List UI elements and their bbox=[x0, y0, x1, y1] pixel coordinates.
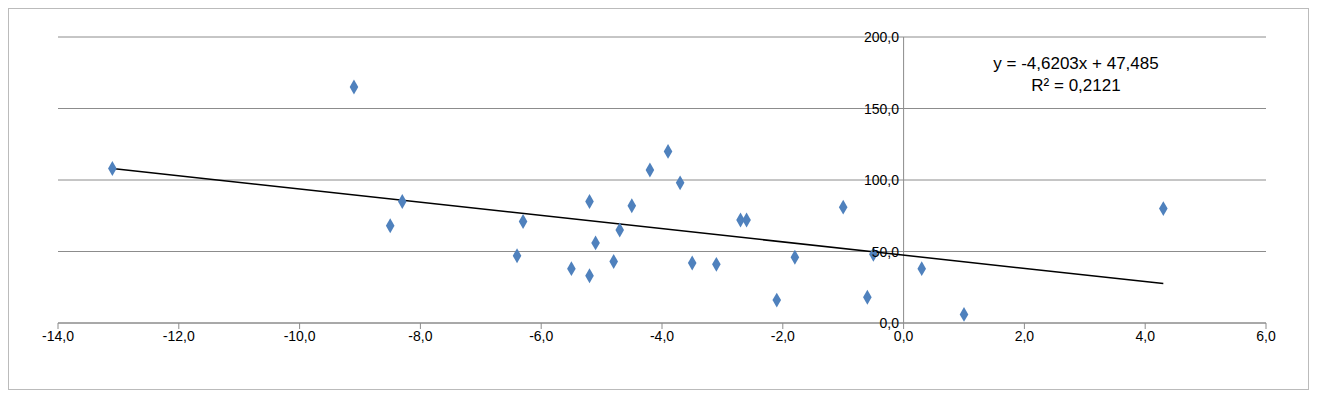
svg-text:200,0: 200,0 bbox=[864, 29, 899, 45]
svg-text:-10,0: -10,0 bbox=[284, 328, 316, 344]
svg-text:50,0: 50,0 bbox=[872, 244, 899, 260]
svg-text:0,0: 0,0 bbox=[880, 315, 900, 331]
svg-text:-14,0: -14,0 bbox=[42, 328, 74, 344]
svg-text:150,0: 150,0 bbox=[864, 101, 899, 117]
html-text:R² = 0,2121: R² = 0,2121 bbox=[1031, 76, 1121, 95]
svg-text:-12,0: -12,0 bbox=[163, 328, 195, 344]
svg-text:0,0: 0,0 bbox=[893, 327, 914, 344]
svg-text:-2,0: -2,0 bbox=[771, 328, 795, 344]
svg-text:-4,0: -4,0 bbox=[650, 328, 674, 344]
svg-text:-6,0: -6,0 bbox=[529, 328, 553, 344]
svg-text:6,0: 6,0 bbox=[1256, 328, 1276, 344]
html-text:y = -4,6203x + 47,485: y = -4,6203x + 47,485 bbox=[993, 54, 1159, 73]
svg-text:100,0: 100,0 bbox=[864, 172, 899, 188]
svg-text:-8,0: -8,0 bbox=[408, 328, 432, 344]
svg-text:4,0: 4,0 bbox=[1135, 328, 1155, 344]
svg-text:2,0: 2,0 bbox=[1015, 328, 1035, 344]
